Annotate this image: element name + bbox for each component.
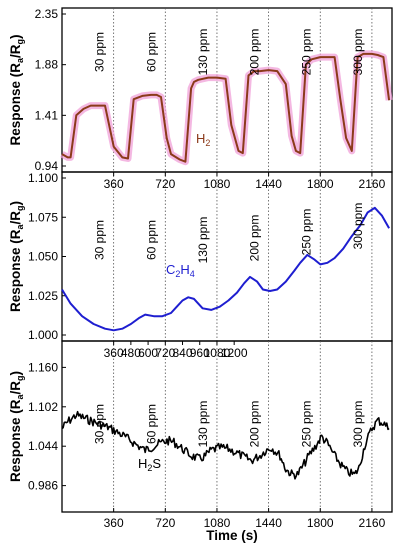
x-tick-label: 1200 (221, 346, 248, 360)
y-tick-label: 1.88 (35, 58, 59, 72)
y-axis-label: Response (Ra/Rg) (8, 201, 25, 312)
y-tick-label: 1.075 (28, 210, 58, 224)
x-tick-label: 1440 (255, 177, 282, 191)
x-tick-label: 1800 (307, 177, 334, 191)
concentration-annotation: 200 ppm (248, 401, 262, 448)
concentration-annotation: 130 ppm (196, 29, 210, 76)
concentration-annotation: 250 ppm (299, 401, 313, 448)
concentration-annotation: 30 ppm (93, 404, 107, 444)
x-tick-label: 720 (155, 346, 175, 360)
x-tick-label: 720 (155, 516, 175, 530)
series-label: C2H4 (166, 262, 195, 279)
panel-3: 1.1601.1021.0440.98636048060072084096010… (8, 340, 393, 530)
series-label: H2S (138, 456, 161, 473)
y-axis-label: Response (Ra/Rg) (8, 371, 25, 482)
concentration-annotation: 200 ppm (248, 29, 262, 76)
x-tick-label: 2160 (359, 516, 386, 530)
series-line (61, 52, 391, 163)
y-tick-label: 1.000 (28, 328, 58, 342)
plot-frame (61, 171, 393, 342)
y-tick-label: 1.160 (28, 360, 58, 374)
y-tick-label: 1.41 (35, 108, 59, 122)
plot-frame (61, 340, 393, 513)
x-axis-label: Time (s) (206, 528, 258, 543)
x-tick-label: 960 (190, 346, 210, 360)
x-tick-label: 2160 (359, 177, 386, 191)
concentration-annotation: 300 ppm (351, 29, 365, 76)
x-tick-label: 480 (121, 346, 141, 360)
concentration-annotation: 30 ppm (93, 32, 107, 72)
x-tick-label: 360 (104, 177, 124, 191)
panels: 2.35 1.88 1.41 0.94 30 ppm 60 ppm 130 ppm 200 p… (8, 7, 393, 530)
x-tick-label: 1080 (204, 177, 231, 191)
y-tick-label: 1.025 (28, 289, 58, 303)
concentration-annotation: 250 ppm (299, 209, 313, 256)
y-tick-label: 1.102 (28, 400, 58, 414)
x-tick-label: 360 (104, 346, 124, 360)
x-tick-label: 360 (104, 516, 124, 530)
concentration-annotation: 60 ppm (144, 32, 158, 72)
series-label: H2 (196, 131, 210, 148)
series-glow (60, 50, 393, 166)
y-tick-label: 1.100 (28, 171, 58, 185)
x-tick-label: 600 (138, 346, 158, 360)
concentration-annotation: 60 ppm (144, 404, 158, 444)
series-line (61, 410, 390, 480)
y-tick-label: 1.050 (28, 250, 58, 264)
panel-2: 1.100 1.075 1.050 1.025 1.000 360 720 1080 1440 1… (8, 171, 393, 342)
y-tick-label: 0.986 (28, 479, 58, 493)
concentration-annotation: 200 ppm (248, 215, 262, 262)
concentration-annotation: 250 ppm (299, 29, 313, 76)
series-line (61, 206, 390, 332)
x-tick-label: 1080 (204, 346, 231, 360)
x-tick-label: 720 (155, 177, 175, 191)
panel-1: 2.35 1.88 1.41 0.94 30 ppm 60 ppm 130 ppm 200 p… (8, 7, 393, 173)
x-tick-label: 1440 (255, 516, 282, 530)
y-tick-label: 0.94 (35, 159, 59, 173)
concentration-annotation: 60 ppm (144, 220, 158, 260)
y-axis-label: Response (Ra/Rg) (8, 34, 25, 145)
x-tick-label: 1080 (204, 516, 231, 530)
x-tick-label: 840 (173, 346, 193, 360)
y-tick-label: 1.044 (28, 439, 58, 453)
concentration-annotation: 130 ppm (196, 401, 210, 448)
concentration-annotation: 130 ppm (196, 217, 210, 264)
concentration-annotation: 300 ppm (351, 401, 365, 448)
y-tick-label: 2.35 (35, 7, 59, 21)
concentration-annotation: 300 ppm (351, 203, 365, 250)
concentration-annotation: 30 ppm (93, 220, 107, 260)
x-tick-label: 1800 (307, 516, 334, 530)
